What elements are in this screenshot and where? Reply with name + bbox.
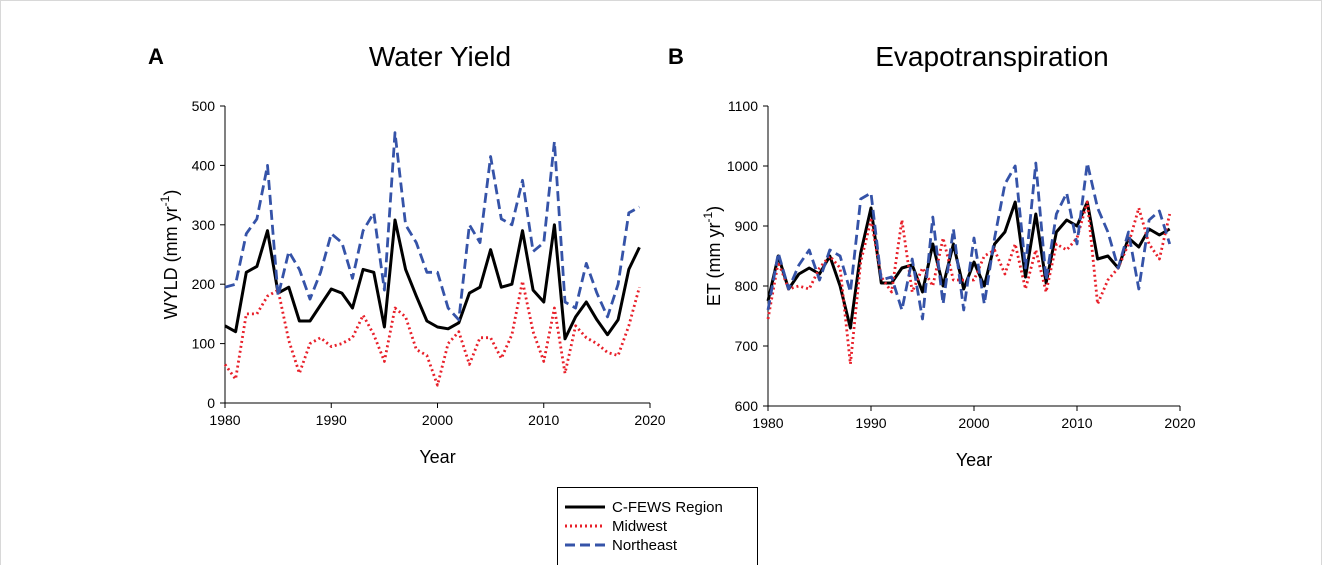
y-tick-label: 200 [192, 276, 216, 292]
x-axis-label: Year [419, 447, 455, 467]
legend-label: Northeast [612, 537, 678, 554]
legend: C-FEWS Region Midwest Northeast [557, 487, 758, 565]
y-axis-label: ET (mm yr-1) [701, 206, 724, 306]
x-tick-label: 1990 [855, 415, 886, 431]
y-axis-label-text: ET (mm yr [704, 223, 724, 307]
y-tick-label: 100 [192, 336, 216, 352]
y-tick-label: 0 [207, 395, 215, 411]
data-line [766, 200, 1171, 330]
y-tick-label: 400 [192, 157, 216, 173]
x-tick-label: 2020 [634, 412, 665, 428]
panel-label: A [148, 44, 164, 69]
y-tick-label: 800 [735, 278, 759, 294]
x-tick-label: 2010 [1061, 415, 1092, 431]
data-line [224, 131, 641, 322]
data-line [223, 279, 641, 387]
y-tick-label: 1000 [727, 158, 758, 174]
y-axis-label-suffix: ) [704, 206, 724, 212]
y-tick-label: 1100 [728, 98, 758, 114]
legend-label: Midwest [612, 518, 668, 535]
panel-label: B [668, 44, 684, 69]
x-tick-label: 1990 [316, 412, 347, 428]
x-tick-label: 2020 [1164, 415, 1195, 431]
data-line [766, 161, 1172, 321]
chart-title: Water Yield [369, 41, 511, 72]
y-tick-label: 600 [735, 398, 759, 414]
x-tick-label: 1980 [209, 412, 240, 428]
y-axis-label-text: WYLD (mm yr [161, 206, 181, 319]
y-tick-label: 300 [192, 217, 216, 233]
y-tick-label: 700 [735, 338, 759, 354]
legend-label: C-FEWS Region [612, 499, 723, 516]
y-axis-label-suffix: ) [161, 190, 181, 196]
x-axis-label: Year [956, 450, 992, 470]
data-line [224, 218, 641, 341]
chart-title: Evapotranspiration [875, 41, 1108, 72]
y-axis-label-sup: -1 [158, 195, 172, 206]
x-tick-label: 1980 [752, 415, 783, 431]
y-axis-label-sup: -1 [701, 212, 715, 223]
y-tick-label: 900 [735, 218, 759, 234]
x-tick-label: 2000 [422, 412, 453, 428]
y-tick-label: 500 [192, 98, 216, 114]
x-tick-label: 2010 [528, 412, 559, 428]
y-axis-label: WYLD (mm yr-1) [158, 190, 181, 320]
x-tick-label: 2000 [958, 415, 989, 431]
